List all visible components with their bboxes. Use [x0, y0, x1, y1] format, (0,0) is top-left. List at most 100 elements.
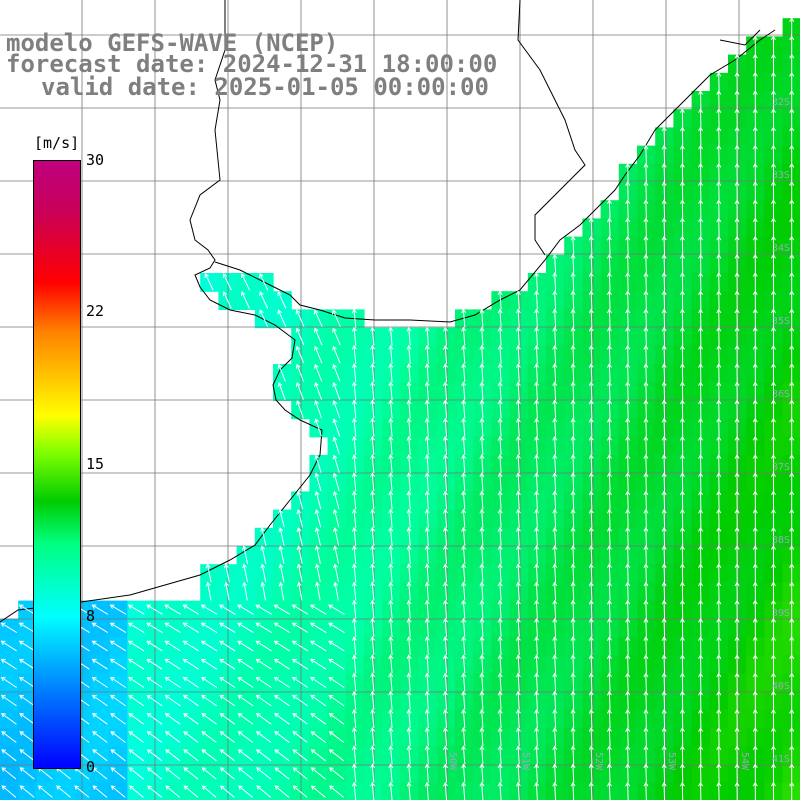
wind-arrow — [679, 108, 685, 128]
wind-arrow — [643, 690, 649, 710]
wind-arrow — [552, 526, 558, 546]
wind-arrow — [534, 617, 540, 637]
wind-arrow — [351, 490, 357, 510]
wind-arrow — [534, 326, 540, 346]
wind-arrow — [770, 162, 776, 182]
wind-arrow — [461, 399, 467, 419]
wind-arrow — [183, 713, 199, 725]
wind-arrow — [110, 767, 126, 780]
wind-arrow — [406, 508, 412, 528]
wind-arrow — [625, 435, 631, 455]
longitude-label: 51W — [520, 752, 531, 771]
wind-arrow — [752, 690, 758, 710]
wind-arrow — [183, 749, 199, 762]
wind-arrow — [424, 690, 430, 710]
wind-arrow — [219, 713, 236, 725]
wind-arrow — [770, 35, 776, 55]
wind-arrow — [734, 617, 740, 637]
wind-arrow — [789, 599, 795, 619]
wind-arrow — [716, 781, 722, 800]
wind-arrow — [752, 326, 758, 346]
wind-arrow — [370, 545, 376, 565]
wind-arrow — [515, 617, 521, 637]
wind-arrow — [406, 472, 412, 492]
wind-arrow — [588, 563, 594, 583]
wind-arrow — [625, 617, 631, 637]
wind-arrow — [679, 363, 685, 383]
wind-arrow — [370, 581, 376, 601]
wind-arrow — [534, 745, 540, 765]
wind-arrow — [606, 781, 612, 800]
wind-arrow — [716, 745, 722, 765]
wind-arrow — [461, 435, 467, 455]
wind-arrow — [92, 749, 108, 762]
wind-arrow — [734, 71, 740, 91]
wind-arrow — [643, 235, 649, 255]
wind-arrow — [295, 363, 305, 382]
wind-arrow — [351, 690, 357, 710]
wind-arrow — [716, 617, 722, 637]
wind-arrow — [479, 417, 485, 437]
wind-arrow — [643, 217, 649, 237]
wind-arrow — [570, 599, 576, 619]
wind-arrow — [406, 763, 412, 783]
wind-arrow — [789, 71, 795, 91]
wind-arrow — [698, 108, 704, 128]
wind-arrow — [734, 344, 740, 364]
wind-arrow — [388, 781, 394, 800]
wind-arrow — [770, 745, 776, 765]
wind-arrow — [625, 290, 631, 310]
wind-arrow — [255, 658, 272, 670]
wind-arrow — [370, 472, 376, 492]
wind-arrow — [588, 417, 594, 437]
wind-arrow — [643, 636, 649, 656]
wind-arrow — [789, 181, 795, 201]
wind-arrow — [734, 253, 740, 273]
wind-arrow — [497, 545, 503, 565]
wind-arrow — [770, 617, 776, 637]
wind-arrow — [442, 563, 448, 583]
wind-arrow — [698, 308, 704, 328]
wind-arrow — [625, 326, 631, 346]
wind-arrow — [328, 694, 345, 707]
wind-arrow — [351, 563, 357, 583]
wind-arrows — [0, 17, 795, 800]
wind-arrow — [734, 781, 740, 800]
wind-arrow — [296, 490, 304, 510]
wind-arrow — [534, 435, 540, 455]
wind-arrow — [497, 599, 503, 619]
wind-arrow — [370, 763, 376, 783]
wind-arrow — [770, 381, 776, 401]
wind-arrow — [588, 508, 594, 528]
wind-arrow — [278, 545, 285, 565]
wind-arrow — [259, 291, 269, 309]
wind-arrow — [789, 454, 795, 474]
wind-arrow — [292, 694, 308, 707]
wind-arrow — [734, 690, 740, 710]
wind-arrow — [698, 344, 704, 364]
wind-arrow — [698, 199, 704, 219]
wind-arrow — [789, 217, 795, 237]
wind-arrow — [534, 599, 540, 619]
wind-arrow — [515, 654, 521, 674]
wind-arrow — [534, 454, 540, 474]
wind-arrow — [388, 599, 394, 619]
wind-arrow — [479, 581, 485, 601]
wind-arrow — [752, 745, 758, 765]
latitude-label: 35S — [772, 316, 790, 327]
wind-arrow — [752, 763, 758, 783]
wind-arrow — [424, 344, 430, 364]
wind-arrow — [606, 417, 612, 437]
wind-arrow — [314, 400, 322, 419]
wind-arrow — [219, 749, 235, 762]
wind-arrow — [552, 617, 558, 637]
wind-arrow — [255, 622, 272, 634]
wind-arrow — [0, 622, 18, 634]
wind-arrow — [388, 508, 394, 528]
wind-arrow — [679, 162, 685, 182]
wind-arrow — [351, 326, 357, 346]
wind-arrow — [716, 599, 722, 619]
wind-arrow — [497, 308, 503, 328]
wind-arrow — [789, 199, 795, 219]
wind-arrow — [588, 599, 594, 619]
